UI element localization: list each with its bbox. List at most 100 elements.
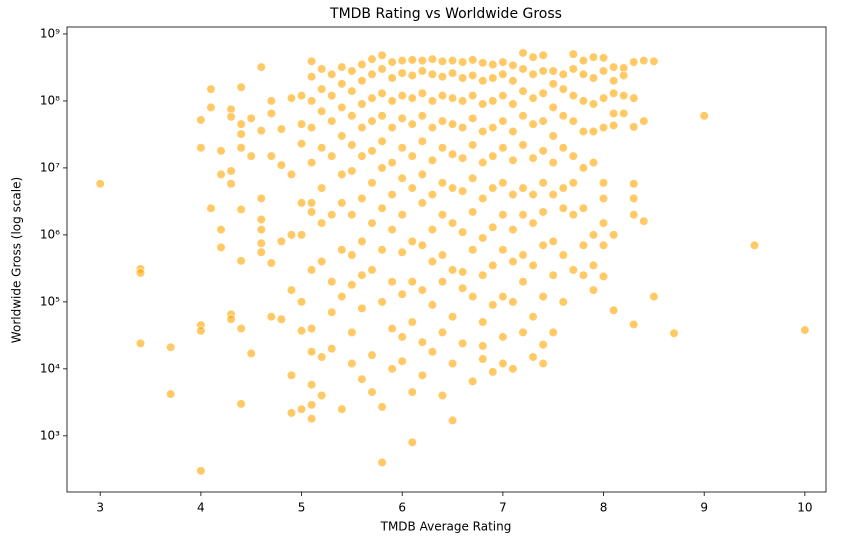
point	[639, 56, 649, 66]
point	[609, 108, 619, 119]
point	[478, 158, 488, 168]
point	[256, 193, 266, 204]
point	[397, 68, 407, 78]
point	[307, 400, 317, 410]
point	[468, 245, 478, 255]
point	[347, 86, 357, 96]
point	[629, 210, 639, 220]
point	[296, 139, 307, 149]
point	[337, 245, 347, 255]
point	[276, 124, 287, 134]
point	[649, 56, 659, 66]
point	[518, 86, 528, 96]
point	[387, 224, 397, 235]
point	[437, 91, 448, 101]
y-tick-label: 10⁶	[40, 227, 60, 241]
point	[568, 178, 578, 188]
point	[598, 122, 609, 133]
point	[468, 55, 478, 65]
point	[478, 354, 488, 364]
point	[508, 256, 518, 267]
point	[458, 186, 468, 196]
point	[397, 210, 407, 220]
point	[397, 56, 407, 66]
point	[377, 297, 387, 307]
point	[296, 404, 307, 414]
point	[236, 323, 246, 334]
point	[548, 66, 558, 76]
point	[307, 207, 317, 217]
point	[417, 56, 427, 66]
point	[468, 207, 478, 217]
point	[246, 348, 256, 359]
x-tick-label: 5	[298, 501, 306, 515]
point	[498, 178, 508, 188]
point	[468, 173, 478, 183]
point	[568, 116, 578, 126]
point	[518, 111, 528, 121]
point	[478, 341, 488, 351]
point	[387, 73, 397, 83]
point	[518, 140, 528, 150]
point	[558, 203, 568, 213]
point	[387, 323, 397, 334]
point	[598, 193, 609, 204]
point	[327, 307, 337, 317]
point	[256, 62, 266, 72]
point	[598, 66, 609, 76]
point	[427, 69, 438, 79]
point	[357, 236, 367, 246]
point	[629, 319, 639, 330]
point	[427, 347, 438, 357]
point	[437, 143, 448, 153]
point	[337, 169, 347, 180]
point	[347, 280, 357, 290]
point	[347, 166, 357, 176]
point	[498, 210, 508, 220]
x-tick-label: 7	[499, 501, 507, 515]
point	[337, 102, 347, 113]
point	[307, 72, 317, 82]
point	[317, 84, 327, 94]
point	[427, 54, 438, 64]
point	[236, 119, 246, 129]
point	[518, 327, 528, 338]
point	[528, 119, 538, 129]
point	[538, 207, 548, 217]
point	[296, 119, 307, 129]
point	[468, 376, 478, 386]
point	[518, 250, 528, 260]
point	[206, 102, 216, 113]
point	[578, 270, 589, 280]
point	[528, 69, 538, 79]
point	[609, 76, 619, 86]
point	[206, 84, 216, 94]
point	[447, 265, 458, 275]
point	[488, 367, 498, 377]
point	[307, 347, 317, 357]
point	[276, 314, 287, 324]
point	[327, 210, 337, 220]
point	[317, 106, 327, 116]
point	[407, 93, 417, 103]
point	[478, 58, 488, 68]
point	[196, 143, 206, 153]
point	[588, 285, 599, 295]
y-tick-label: 10⁷	[40, 160, 60, 174]
point	[609, 120, 619, 131]
point	[407, 183, 417, 193]
point	[307, 158, 317, 168]
point	[800, 325, 810, 335]
point	[307, 265, 317, 275]
point	[588, 126, 599, 137]
point	[458, 96, 468, 106]
point	[598, 178, 609, 188]
point	[578, 203, 589, 213]
point	[347, 66, 357, 76]
point	[216, 169, 226, 180]
x-tick-label: 9	[700, 501, 708, 515]
point	[397, 173, 407, 183]
point	[276, 236, 287, 246]
point	[407, 119, 417, 129]
point	[598, 53, 609, 63]
